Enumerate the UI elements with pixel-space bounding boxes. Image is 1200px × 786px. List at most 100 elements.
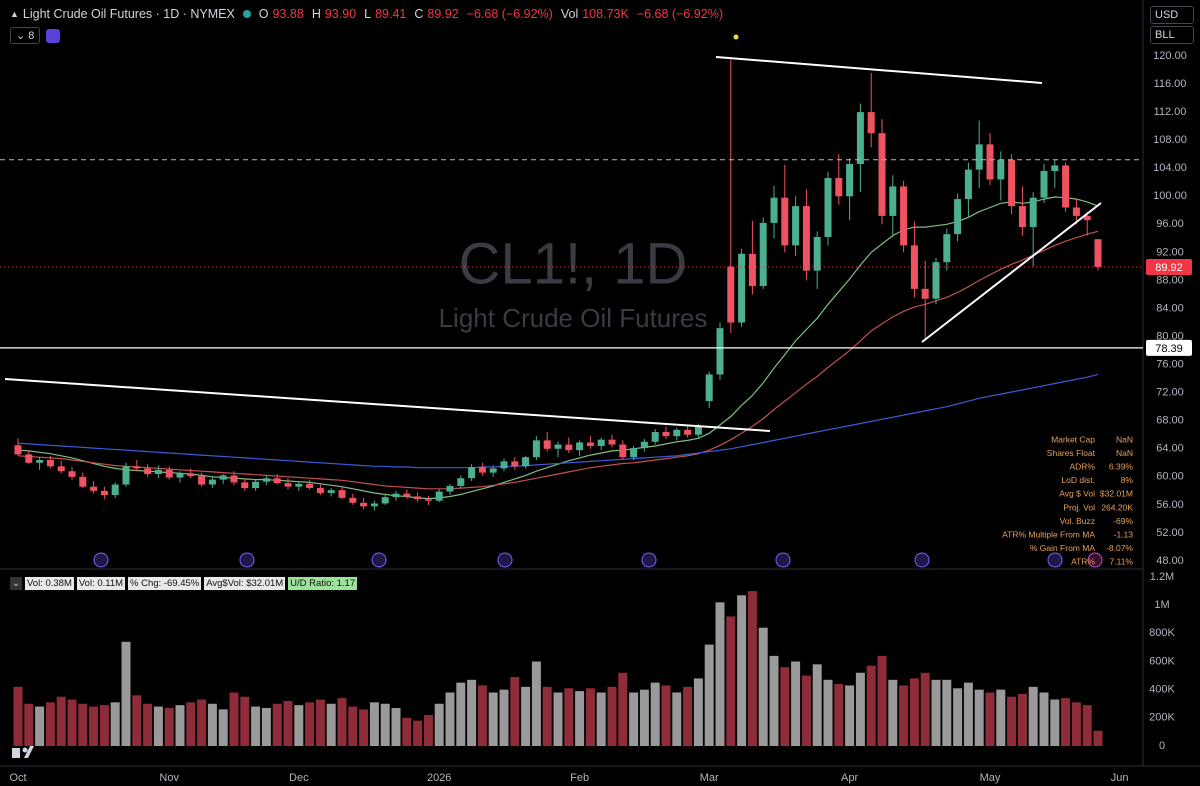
moving-average — [17, 230, 1099, 490]
candle-body — [68, 471, 76, 477]
volume-bar — [434, 703, 444, 746]
volume-bar — [35, 706, 45, 746]
volume-bar — [229, 692, 239, 746]
event-icon[interactable] — [914, 552, 930, 568]
volume-bar — [13, 686, 23, 746]
x-tick-label: Dec — [289, 772, 309, 784]
interval-dropdown[interactable]: ⌄ 8 — [10, 27, 41, 44]
change: −6.68 (−6.92%) — [466, 7, 553, 21]
event-icon[interactable] — [775, 552, 791, 568]
y2-tick-label: 200K — [1149, 712, 1175, 724]
candle-body — [619, 444, 627, 458]
volume-bar — [1017, 693, 1027, 746]
candle-body — [651, 431, 659, 442]
stat-value: 264.20K — [1101, 502, 1133, 512]
volume-bar — [294, 705, 304, 746]
volume-bar — [337, 698, 347, 746]
volume-bar — [693, 678, 703, 746]
x-tick-label: Oct — [9, 772, 26, 784]
volume-bar — [888, 679, 898, 746]
volume-bar — [132, 695, 142, 746]
volume-bar — [747, 591, 757, 746]
stat-label: Vol. Buzz — [1060, 516, 1095, 526]
candle-body — [630, 448, 638, 458]
y-tick-label: 68.00 — [1156, 415, 1184, 427]
volume-bar — [1028, 686, 1038, 746]
candle-body — [586, 442, 594, 446]
stat-value: 8% — [1121, 475, 1134, 485]
volume-bar — [240, 696, 250, 746]
candle-body — [79, 476, 87, 487]
stat-label: LoD dist. — [1061, 475, 1095, 485]
volume-bar — [251, 706, 261, 746]
event-icon[interactable] — [497, 552, 513, 568]
volume-bar — [261, 707, 271, 746]
volume-bar — [1093, 730, 1103, 746]
candle-body — [835, 178, 843, 197]
candle-body — [489, 468, 497, 473]
volume-bar — [963, 682, 973, 746]
event-icon[interactable] — [93, 552, 109, 568]
candle-body — [230, 475, 238, 483]
candle-body — [403, 493, 411, 497]
candle-body — [306, 483, 314, 489]
stat-label: ADR% — [1069, 461, 1095, 471]
volume-bar — [564, 688, 574, 746]
volume-bar — [899, 685, 909, 746]
event-icon[interactable] — [239, 552, 255, 568]
volume-bar — [510, 676, 520, 746]
volume-bar — [855, 672, 865, 746]
candle-body — [597, 439, 605, 446]
y-tick-label: 72.00 — [1156, 387, 1184, 399]
candle-body — [975, 144, 983, 170]
candle-body — [1062, 165, 1070, 208]
event-icon[interactable] — [371, 552, 387, 568]
volume-bar — [639, 689, 649, 746]
volume-bar — [780, 667, 790, 746]
candle-body — [478, 467, 486, 473]
volume-bar — [499, 689, 509, 746]
candle-body — [424, 499, 432, 501]
volume-bar — [272, 703, 282, 746]
volume-bar — [801, 675, 811, 746]
candle-body — [219, 475, 227, 480]
volume-bar — [369, 702, 379, 746]
unit-button[interactable]: BLL — [1150, 26, 1194, 44]
candle-body — [100, 490, 108, 496]
volume-bar — [24, 703, 34, 746]
volume-bar — [283, 700, 293, 746]
event-icon[interactable] — [641, 552, 657, 568]
volume-bar — [488, 692, 498, 746]
candle-body — [144, 468, 152, 475]
x-tick-label: Jun — [1111, 772, 1129, 784]
x-tick-label: 2026 — [427, 772, 451, 784]
y-tick-label: 48.00 — [1156, 555, 1184, 567]
candle-body — [543, 440, 551, 449]
candle-body — [122, 466, 130, 485]
candle-body — [349, 497, 357, 503]
volume-bar — [78, 703, 88, 746]
volume-bar — [110, 702, 120, 746]
event-icon[interactable] — [1087, 552, 1103, 568]
volume-stat: Avg$Vol: $32.01M — [204, 577, 286, 590]
volume-bar — [996, 689, 1006, 746]
collapse-button[interactable]: ⌄ — [10, 577, 22, 590]
volume-bar — [737, 595, 747, 746]
volume-bar — [1007, 696, 1017, 746]
y-tick-label: 108.00 — [1153, 134, 1187, 146]
volume-bar — [909, 678, 919, 746]
volume-bar — [423, 715, 433, 746]
volume-legend: ⌄ Vol: 0.38M Vol: 0.11M % Chg: -69.45% A… — [10, 577, 358, 590]
event-icon[interactable] — [1047, 552, 1063, 568]
volume-bar — [531, 661, 541, 746]
volume-bar — [953, 688, 963, 746]
currency-button[interactable]: USD — [1150, 6, 1194, 24]
sync-icon[interactable] — [46, 28, 61, 43]
price-level-label: 78.39 — [1155, 343, 1183, 355]
x-tick-label: Mar — [700, 772, 719, 784]
volume-stat: Vol: 0.11M — [76, 577, 126, 590]
moving-average — [17, 196, 1099, 500]
volume-bar — [542, 686, 552, 746]
candle-body — [954, 199, 962, 235]
candle-body — [511, 461, 519, 467]
